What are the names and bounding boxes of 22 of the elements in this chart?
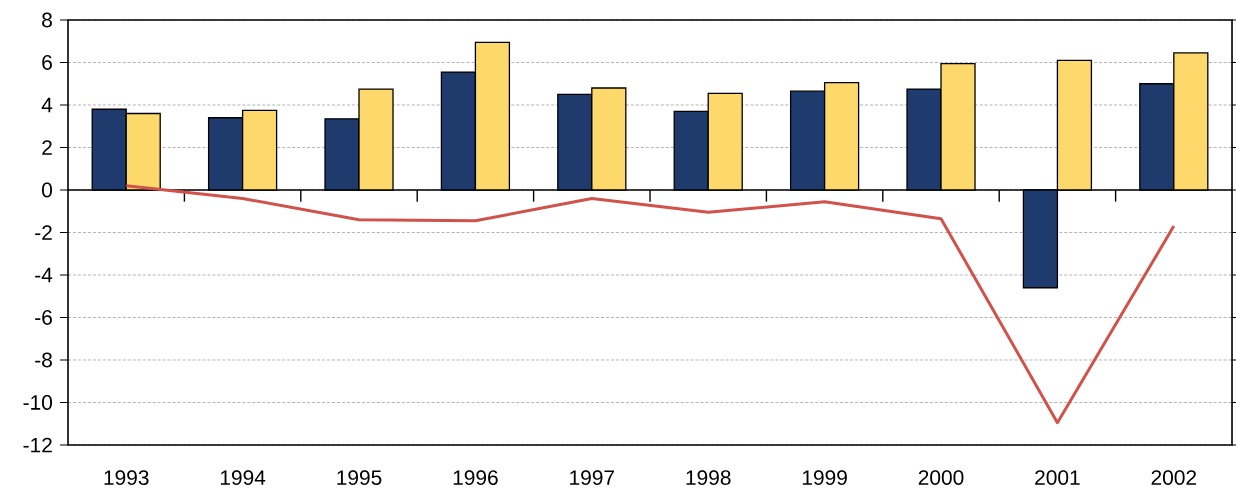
y-tick-label: 0 (42, 182, 53, 198)
x-tick-label: 1999 (802, 470, 847, 485)
x-tick-label: 1995 (337, 470, 382, 485)
y-tick-label: 2 (42, 140, 52, 155)
y-tick-label: -10 (23, 395, 53, 410)
x-tick-label: 1994 (220, 470, 266, 485)
x-tick-label: 1993 (104, 470, 149, 485)
x-tick-label: 2002 (1151, 470, 1197, 485)
y-tick-label: 4 (41, 97, 53, 113)
x-tick-label: 1996 (453, 470, 498, 485)
y-tick-label: 8 (42, 12, 52, 28)
y-tick-label: 6 (42, 55, 52, 70)
y-tick-label: -12 (23, 437, 52, 453)
x-tick-label: 1998 (686, 470, 731, 485)
y-tick-label: -8 (35, 352, 52, 368)
y-tick-label: -2 (35, 225, 52, 240)
x-tick-label: 2000 (918, 470, 964, 485)
y-tick-label: -4 (35, 267, 53, 283)
x-tick-label: 2001 (1035, 470, 1080, 485)
x-tick-label: 1997 (570, 470, 615, 485)
y-tick-label: -6 (35, 310, 52, 325)
line-series (124, 184, 1176, 425)
